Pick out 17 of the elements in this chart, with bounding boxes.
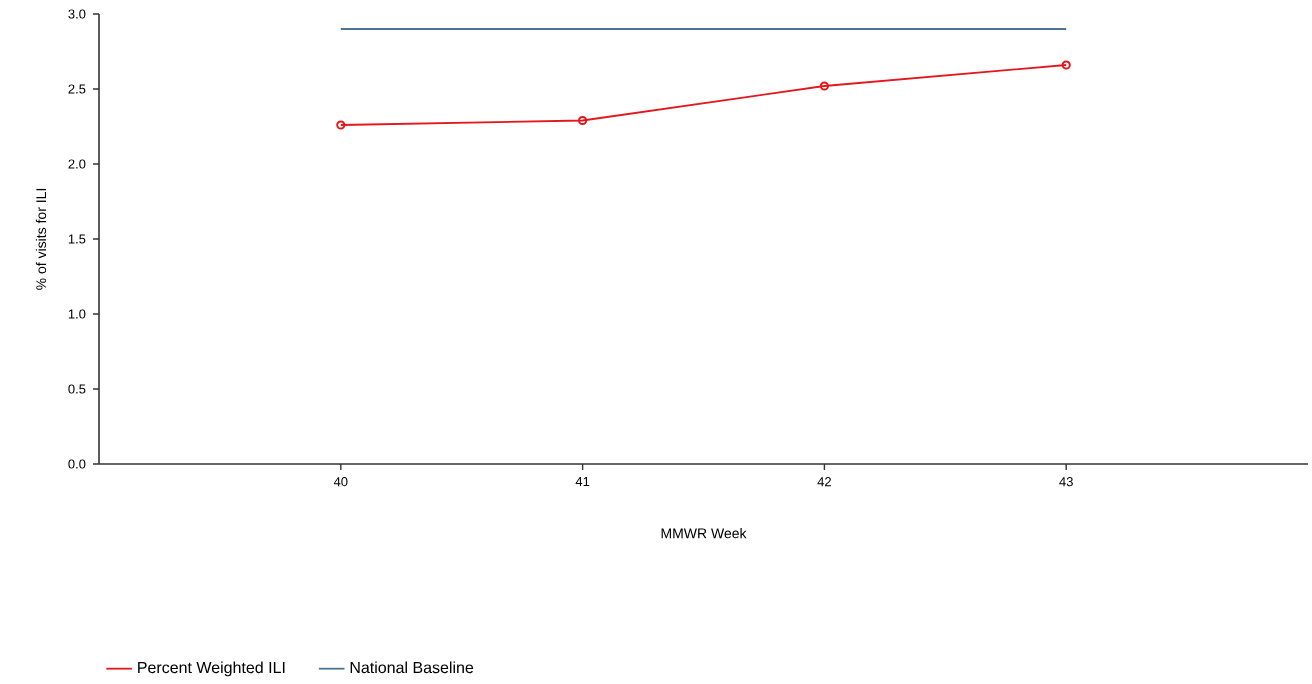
point: [819, 81, 829, 91]
y-tick-label: 1.0: [68, 309, 86, 319]
x-tick-label: 40: [333, 477, 348, 487]
y-tick-label: 0.5: [68, 384, 86, 394]
y-tick-label: 2.5: [68, 84, 86, 94]
point: [578, 115, 588, 126]
x-tick-label: 41: [575, 477, 590, 486]
y-tick-label: 0.0: [68, 459, 86, 469]
legend-label: Percent Weighted ILI: [138, 661, 285, 677]
x-tick-label: 42: [817, 477, 831, 487]
y-tick-label: 3.0: [68, 9, 86, 19]
legend-label: National Baseline: [350, 661, 474, 674]
y-axis-title: % of visits for ILI: [35, 188, 47, 290]
y-tick-label: 1.5: [68, 234, 86, 244]
x-tick-label: 43: [1059, 477, 1073, 487]
y-tick-label: 2.0: [68, 159, 86, 169]
x-axis-title: MMWR Week: [661, 528, 747, 539]
